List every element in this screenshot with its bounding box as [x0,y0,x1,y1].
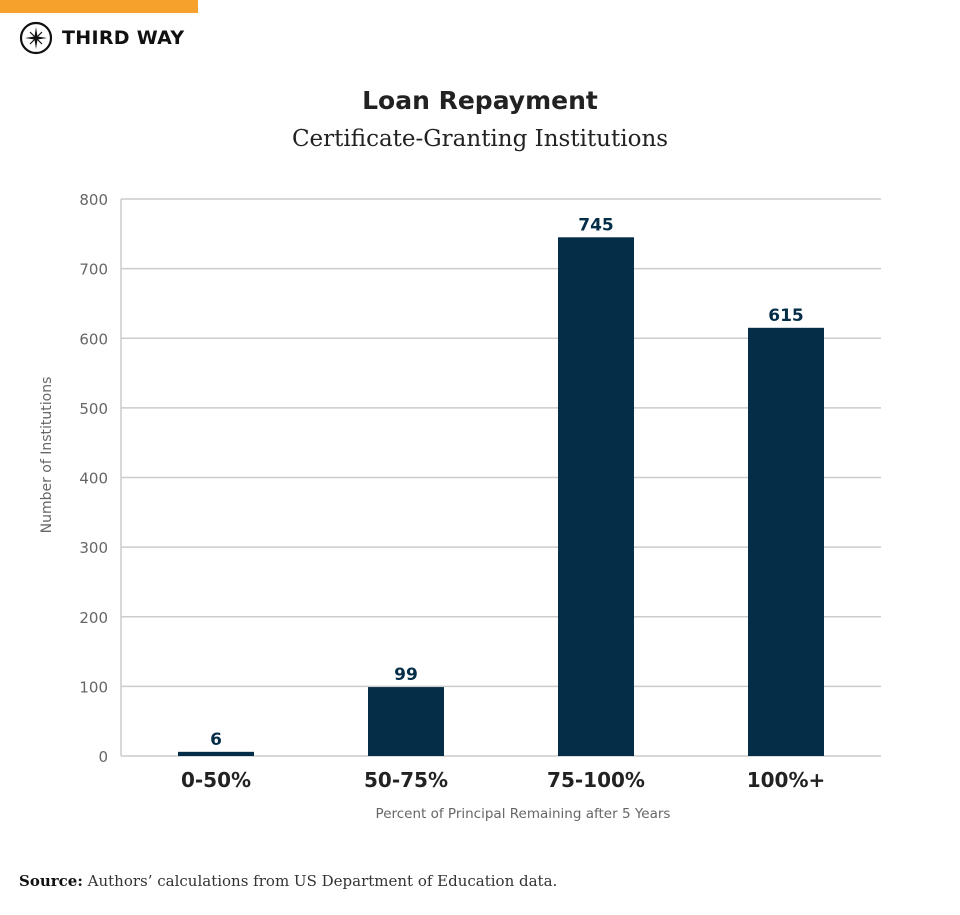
x-axis-label: Percent of Principal Remaining after 5 Y… [376,806,671,822]
y-tick-label: 800 [79,191,108,209]
x-tick-label: 100%+ [747,768,826,792]
bar [178,751,254,756]
x-tick-label: 0-50% [181,768,251,792]
chart-subtitle: Certificate-Granting Institutions [291,126,669,152]
accent-bar [0,0,198,13]
brand-name: THIRD WAY [62,27,185,49]
bar [368,687,444,756]
y-tick-label: 500 [79,400,108,418]
y-axis-label: Number of Institutions [39,377,55,534]
y-tick-label: 0 [98,748,108,766]
compass-star-icon [19,21,53,55]
y-tick-label: 300 [79,539,108,557]
y-tick-label: 400 [79,470,108,488]
y-tick-label: 100 [79,678,108,696]
x-tick-label: 75-100% [547,768,645,792]
y-tick-label: 200 [79,609,108,627]
bar [558,237,634,756]
y-tick-label: 600 [79,330,108,348]
bar [748,327,824,756]
third-way-logo: THIRD WAY [19,21,184,55]
x-tick-label: 50-75% [364,768,448,792]
data-label: 615 [768,306,804,326]
y-tick-label: 700 [79,261,108,279]
data-label: 99 [394,665,418,685]
source-text: Authors’ calculations from US Department… [82,872,558,890]
chart-title: Loan Repayment [362,86,598,115]
source-note: Source: Authors’ calculations from US De… [19,872,557,890]
source-label: Source: [19,872,83,890]
data-label: 6 [210,730,222,750]
data-label: 745 [578,215,614,235]
